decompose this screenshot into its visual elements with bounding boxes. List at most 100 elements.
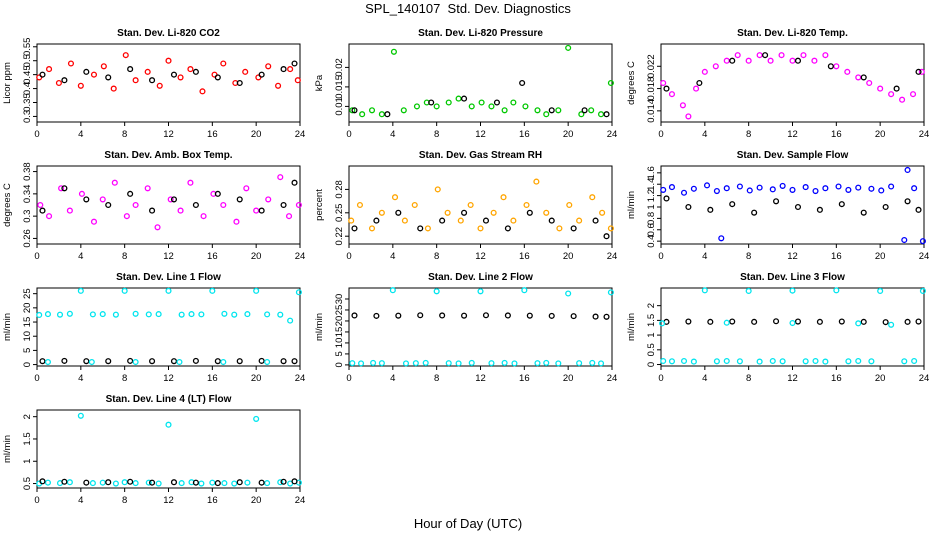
plot-frame bbox=[348, 43, 613, 123]
data-point bbox=[816, 318, 823, 325]
data-point bbox=[349, 107, 356, 114]
data-point bbox=[589, 194, 596, 201]
data-point bbox=[756, 358, 763, 365]
data-point bbox=[89, 480, 96, 487]
data-point bbox=[253, 415, 260, 422]
data-point bbox=[663, 85, 670, 92]
data-point bbox=[90, 218, 98, 225]
x-tick-label: 16 bbox=[519, 373, 530, 384]
data-point bbox=[132, 77, 139, 84]
data-point bbox=[751, 318, 758, 325]
data-point bbox=[548, 217, 555, 224]
x-tick-label: 0 bbox=[346, 373, 351, 384]
y-tick-label: 0.55 bbox=[22, 38, 33, 57]
data-point bbox=[668, 184, 676, 191]
data-point bbox=[112, 480, 119, 487]
chart-title: Stan. Dev. Line 2 Flow bbox=[428, 272, 533, 283]
data-point bbox=[428, 99, 435, 106]
data-point bbox=[424, 225, 431, 232]
data-point bbox=[287, 66, 294, 73]
y-axis-label: Licor ppm bbox=[2, 62, 13, 104]
x-tick-label: 24 bbox=[607, 129, 618, 140]
chart-title: Stan. Dev. Li-820 Pressure bbox=[418, 28, 543, 39]
data-point bbox=[44, 479, 52, 486]
data-point bbox=[165, 57, 172, 64]
data-point bbox=[685, 318, 692, 325]
data-point bbox=[504, 225, 511, 232]
x-tick-label: 20 bbox=[251, 373, 262, 384]
x-tick-label: 24 bbox=[919, 129, 930, 140]
data-point bbox=[198, 480, 205, 487]
data-point bbox=[729, 57, 736, 64]
x-tick-label: 20 bbox=[563, 251, 574, 262]
data-point bbox=[860, 74, 867, 81]
data-point bbox=[401, 217, 408, 224]
data-point bbox=[291, 60, 298, 67]
x-tick-label: 0 bbox=[658, 251, 663, 262]
data-point bbox=[236, 196, 243, 203]
x-tick-label: 8 bbox=[746, 129, 751, 140]
data-point bbox=[565, 290, 572, 297]
data-point bbox=[155, 311, 162, 318]
data-point bbox=[919, 287, 926, 294]
y-tick-label: 0.4 bbox=[22, 82, 33, 95]
x-tick-label: 0 bbox=[658, 129, 663, 140]
data-point bbox=[389, 287, 396, 294]
data-point bbox=[500, 194, 507, 201]
data-point bbox=[258, 357, 265, 364]
data-point bbox=[543, 209, 550, 216]
plot-frame bbox=[348, 287, 613, 367]
data-point bbox=[258, 207, 265, 214]
data-point bbox=[855, 320, 862, 327]
data-point bbox=[187, 66, 194, 73]
data-point bbox=[422, 359, 429, 366]
data-point bbox=[61, 357, 68, 364]
data-point bbox=[548, 107, 555, 114]
x-tick-label: 4 bbox=[78, 251, 83, 262]
y-tick-label: 0.4 bbox=[646, 235, 657, 248]
y-tick-label: 0.35 bbox=[22, 93, 33, 112]
plot-frame bbox=[348, 165, 613, 245]
data-point bbox=[713, 358, 720, 365]
y-tick-label: 1.5 bbox=[646, 314, 657, 327]
data-point bbox=[488, 360, 495, 367]
data-point bbox=[736, 183, 743, 190]
data-point bbox=[192, 479, 199, 486]
y-axis-label: degrees C bbox=[2, 183, 13, 227]
data-point bbox=[822, 358, 829, 365]
data-point bbox=[915, 318, 922, 325]
data-point bbox=[660, 357, 667, 365]
y-tick-label: 10 bbox=[334, 338, 345, 349]
data-point bbox=[680, 357, 688, 365]
data-point bbox=[177, 207, 184, 214]
data-point bbox=[291, 358, 298, 365]
data-point bbox=[66, 310, 73, 317]
data-point bbox=[412, 360, 419, 367]
chart-temp: Stan. Dev. Li-820 Temp. degrees C 0 4 8 12 16 2… bbox=[626, 28, 930, 140]
data-point bbox=[888, 183, 895, 190]
x-tick-label: 16 bbox=[207, 373, 218, 384]
data-point bbox=[165, 287, 172, 294]
x-tick-label: 4 bbox=[702, 129, 707, 140]
x-tick-label: 24 bbox=[295, 129, 306, 140]
data-point bbox=[589, 359, 596, 366]
data-point bbox=[844, 68, 851, 75]
x-tick-label: 4 bbox=[390, 251, 395, 262]
data-point bbox=[291, 478, 298, 485]
y-tick-label: 0.5 bbox=[22, 54, 33, 67]
data-point bbox=[877, 85, 884, 92]
y-tick-label: 0.01 bbox=[334, 97, 345, 116]
x-tick-label: 12 bbox=[787, 129, 798, 140]
y-axis-label: degrees C bbox=[626, 61, 637, 105]
data-point bbox=[99, 196, 106, 203]
data-point bbox=[833, 287, 840, 294]
data-point bbox=[468, 359, 475, 366]
x-tick-label: 16 bbox=[207, 129, 218, 140]
data-point bbox=[685, 203, 692, 211]
data-point bbox=[46, 66, 53, 73]
data-point bbox=[838, 201, 845, 208]
y-tick-label: 1 bbox=[646, 204, 657, 209]
y-tick-label: 0 bbox=[646, 362, 657, 367]
data-point bbox=[543, 111, 550, 118]
